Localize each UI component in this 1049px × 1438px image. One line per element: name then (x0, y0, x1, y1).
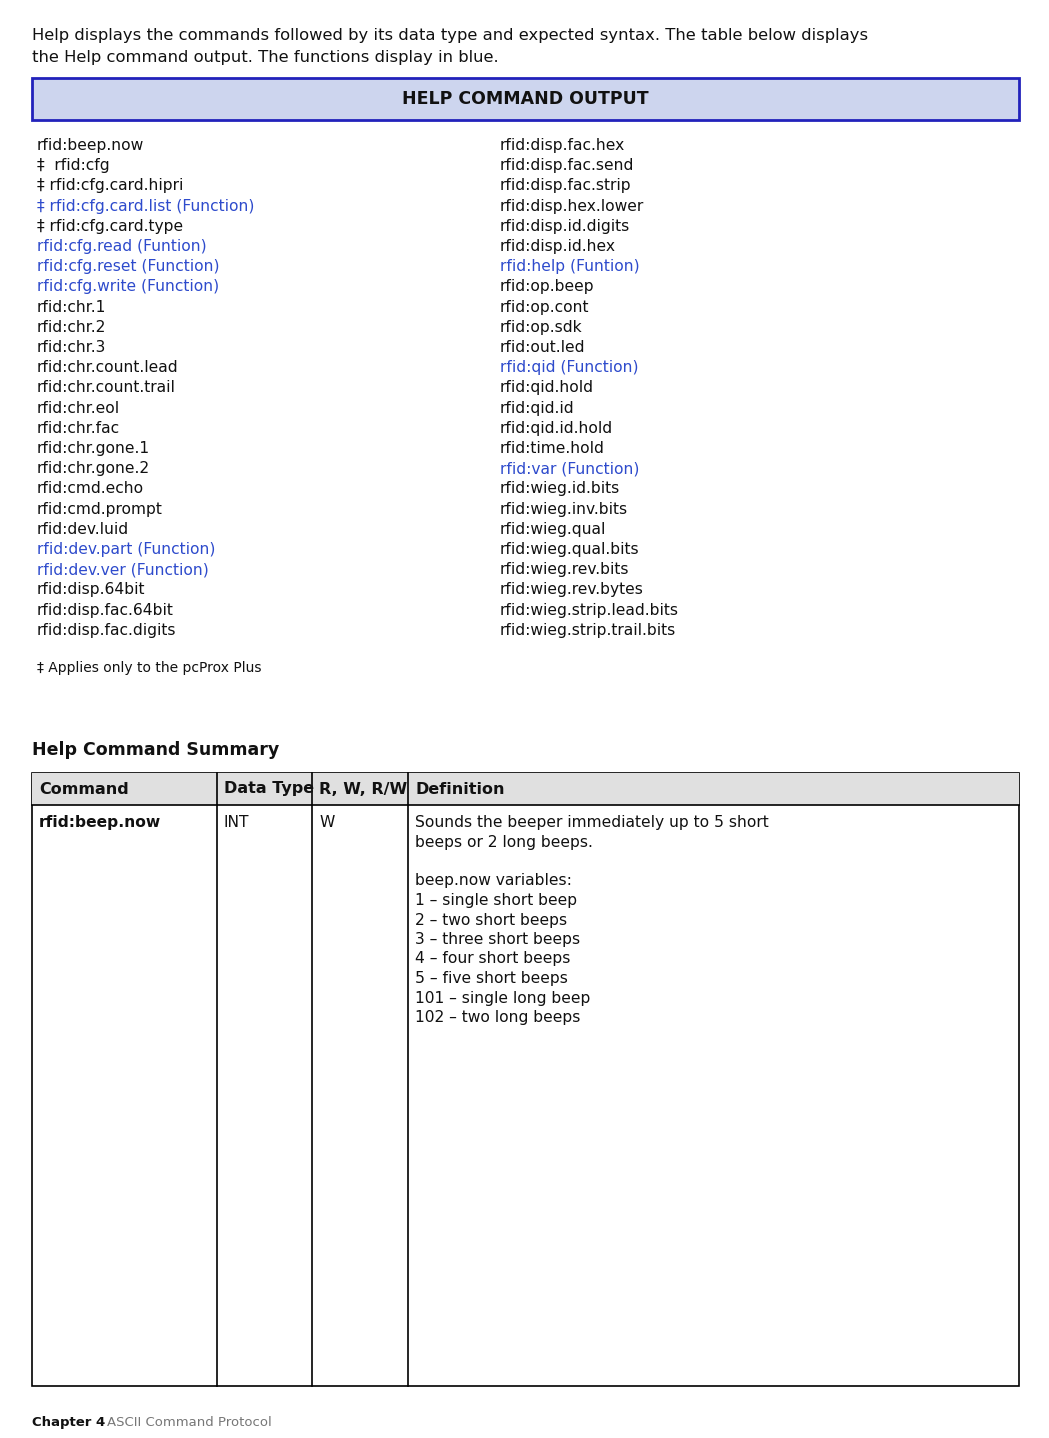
Text: rfid:chr.count.lead: rfid:chr.count.lead (37, 360, 178, 375)
Text: rfid:disp.id.hex: rfid:disp.id.hex (500, 239, 616, 255)
Text: rfid:chr.gone.1: rfid:chr.gone.1 (37, 441, 150, 456)
Text: rfid:qid.id.hold: rfid:qid.id.hold (500, 421, 613, 436)
Text: rfid:wieg.strip.lead.bits: rfid:wieg.strip.lead.bits (500, 603, 679, 617)
Text: W: W (319, 815, 335, 830)
Text: 3 – three short beeps: 3 – three short beeps (415, 932, 580, 948)
Text: rfid:wieg.qual: rfid:wieg.qual (500, 522, 606, 536)
Text: rfid:op.beep: rfid:op.beep (500, 279, 595, 295)
Text: 102 – two long beeps: 102 – two long beeps (415, 1009, 580, 1025)
Text: rfid:chr.count.trail: rfid:chr.count.trail (37, 381, 176, 395)
Text: rfid:chr.1: rfid:chr.1 (37, 299, 106, 315)
Text: rfid:disp.hex.lower: rfid:disp.hex.lower (500, 198, 644, 214)
Bar (33, 774, 1019, 1386)
Text: Data Type: Data Type (223, 781, 314, 797)
Text: rfid:help (Funtion): rfid:help (Funtion) (500, 259, 640, 275)
Text: the Help command output. The functions display in blue.: the Help command output. The functions d… (33, 50, 498, 65)
Text: rfid:op.sdk: rfid:op.sdk (500, 319, 582, 335)
Text: rfid:qid.hold: rfid:qid.hold (500, 381, 594, 395)
Text: rfid:dev.part (Function): rfid:dev.part (Function) (37, 542, 215, 557)
Text: 2 – two short beeps: 2 – two short beeps (415, 913, 568, 928)
Text: rfid:beep.now: rfid:beep.now (39, 815, 162, 830)
Text: 1 – single short beep: 1 – single short beep (415, 893, 577, 907)
Text: ‡  rfid:cfg: ‡ rfid:cfg (37, 158, 110, 173)
Text: rfid:op.cont: rfid:op.cont (500, 299, 590, 315)
Text: rfid:cmd.prompt: rfid:cmd.prompt (37, 502, 163, 516)
Text: rfid:cfg.read (Funtion): rfid:cfg.read (Funtion) (37, 239, 207, 255)
Text: rfid:disp.64bit: rfid:disp.64bit (37, 582, 146, 597)
Text: R, W, R/W: R, W, R/W (319, 781, 407, 797)
Text: rfid:wieg.strip.trail.bits: rfid:wieg.strip.trail.bits (500, 623, 677, 638)
Text: Help Command Summary: Help Command Summary (33, 741, 279, 759)
Text: rfid:disp.fac.64bit: rfid:disp.fac.64bit (37, 603, 174, 617)
Text: rfid:wieg.inv.bits: rfid:wieg.inv.bits (500, 502, 628, 516)
Text: rfid:chr.gone.2: rfid:chr.gone.2 (37, 462, 150, 476)
Text: 5 – five short beeps: 5 – five short beeps (415, 971, 568, 986)
Bar (33, 78, 1019, 119)
Text: rfid:disp.fac.digits: rfid:disp.fac.digits (37, 623, 176, 638)
Text: rfid:var (Function): rfid:var (Function) (500, 462, 640, 476)
Text: rfid:wieg.id.bits: rfid:wieg.id.bits (500, 482, 620, 496)
Text: rfid:chr.fac: rfid:chr.fac (37, 421, 121, 436)
Text: ‡ rfid:cfg.card.list (Function): ‡ rfid:cfg.card.list (Function) (37, 198, 254, 214)
Text: rfid:chr.3: rfid:chr.3 (37, 339, 106, 355)
Text: rfid:wieg.rev.bytes: rfid:wieg.rev.bytes (500, 582, 644, 597)
Text: Chapter 4: Chapter 4 (33, 1416, 105, 1429)
Text: rfid:wieg.rev.bits: rfid:wieg.rev.bits (500, 562, 629, 577)
Text: rfid:disp.fac.send: rfid:disp.fac.send (500, 158, 635, 173)
Text: beep.now variables:: beep.now variables: (415, 873, 572, 889)
Text: rfid:cfg.reset (Function): rfid:cfg.reset (Function) (37, 259, 219, 275)
Text: rfid:dev.luid: rfid:dev.luid (37, 522, 129, 536)
Text: HELP COMMAND OUTPUT: HELP COMMAND OUTPUT (402, 91, 649, 108)
Text: Help displays the commands followed by its data type and expected syntax. The ta: Help displays the commands followed by i… (33, 27, 869, 43)
Text: Command: Command (39, 781, 129, 797)
Text: ‡ Applies only to the pcProx Plus: ‡ Applies only to the pcProx Plus (37, 661, 261, 674)
Text: ‡ rfid:cfg.card.hipri: ‡ rfid:cfg.card.hipri (37, 178, 184, 193)
Text: ‡ rfid:cfg.card.type: ‡ rfid:cfg.card.type (37, 219, 184, 234)
Text: rfid:beep.now: rfid:beep.now (37, 138, 145, 152)
Text: rfid:disp.id.digits: rfid:disp.id.digits (500, 219, 630, 234)
Text: rfid:chr.eol: rfid:chr.eol (37, 401, 121, 416)
Text: INT: INT (223, 815, 249, 830)
Text: rfid:disp.fac.strip: rfid:disp.fac.strip (500, 178, 631, 193)
Text: rfid:time.hold: rfid:time.hold (500, 441, 605, 456)
Text: rfid:wieg.qual.bits: rfid:wieg.qual.bits (500, 542, 640, 557)
Text: rfid:out.led: rfid:out.led (500, 339, 585, 355)
Text: 101 – single long beep: 101 – single long beep (415, 991, 591, 1005)
Text: rfid:cfg.write (Function): rfid:cfg.write (Function) (37, 279, 219, 295)
Text: rfid:qid.id: rfid:qid.id (500, 401, 575, 416)
Text: Definition: Definition (415, 781, 505, 797)
Text: ASCII Command Protocol: ASCII Command Protocol (107, 1416, 272, 1429)
Text: beeps or 2 long beeps.: beeps or 2 long beeps. (415, 834, 593, 850)
Text: 4 – four short beeps: 4 – four short beeps (415, 952, 571, 966)
Text: rfid:disp.fac.hex: rfid:disp.fac.hex (500, 138, 625, 152)
Text: Sounds the beeper immediately up to 5 short: Sounds the beeper immediately up to 5 sh… (415, 815, 769, 830)
Bar (33, 774, 1019, 805)
Text: rfid:chr.2: rfid:chr.2 (37, 319, 106, 335)
Text: rfid:dev.ver (Function): rfid:dev.ver (Function) (37, 562, 209, 577)
Text: rfid:cmd.echo: rfid:cmd.echo (37, 482, 144, 496)
Text: rfid:qid (Function): rfid:qid (Function) (500, 360, 639, 375)
